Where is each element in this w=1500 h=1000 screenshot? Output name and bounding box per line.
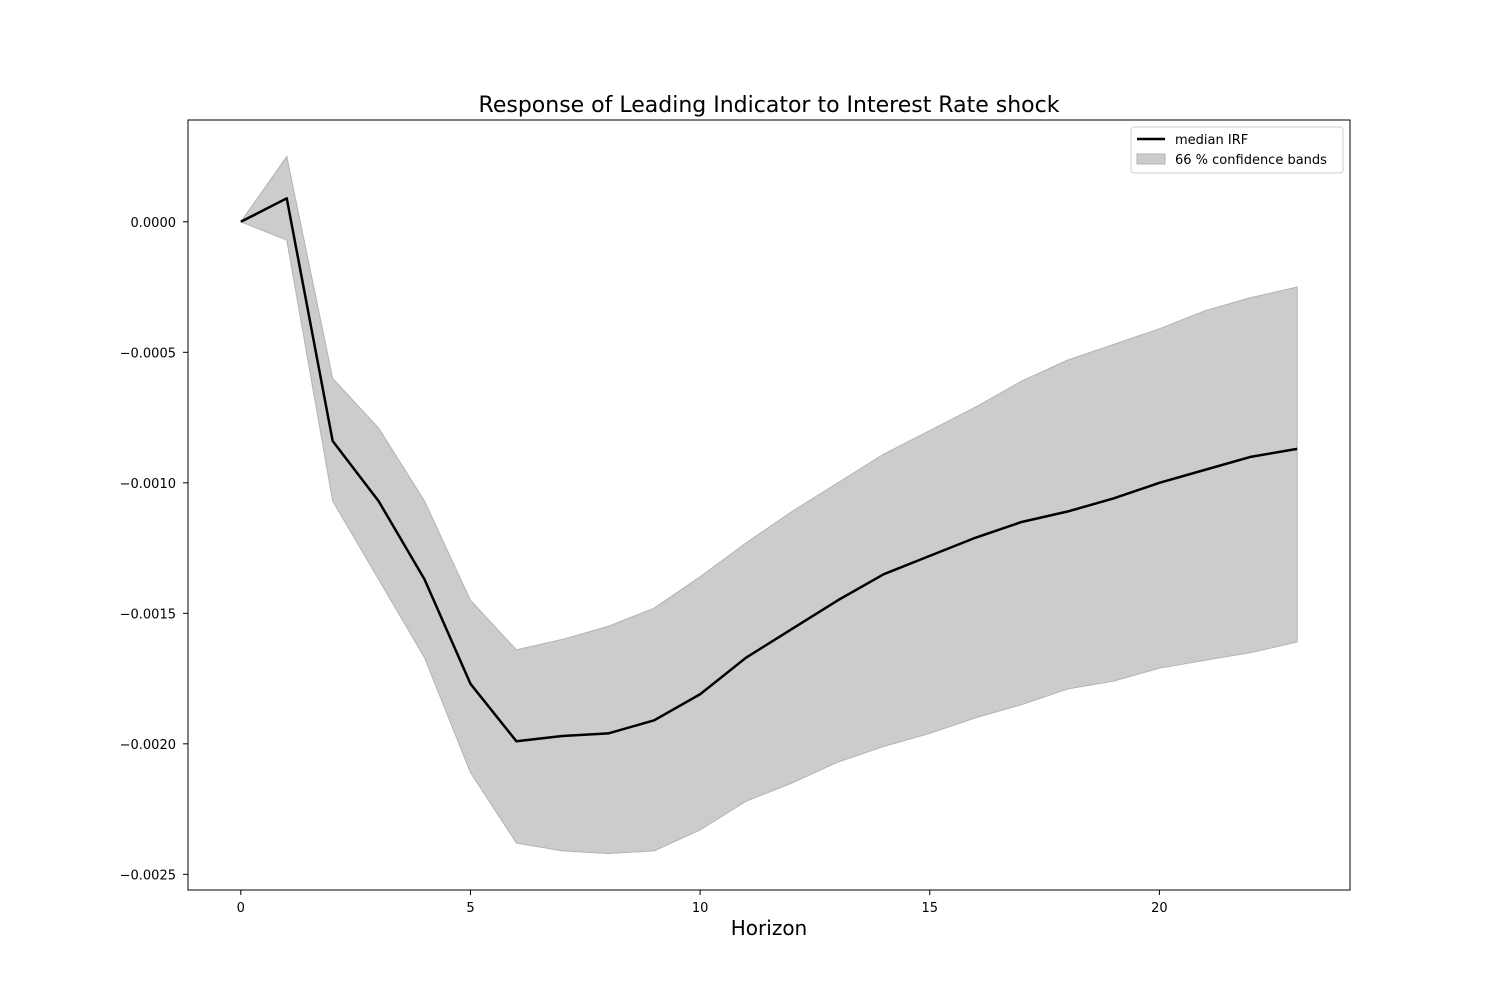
y-tick-label: −0.0020 xyxy=(120,738,176,753)
legend-band-swatch xyxy=(1136,153,1166,165)
x-tick-label: 20 xyxy=(1151,901,1168,916)
plot-frame xyxy=(187,119,1351,891)
y-tick-label: −0.0010 xyxy=(120,477,176,492)
y-tick-label: −0.0015 xyxy=(120,607,176,622)
confidence-band xyxy=(240,155,1298,854)
x-tick-label: 15 xyxy=(921,901,938,916)
x-tick-label: 0 xyxy=(237,901,245,916)
x-axis-label: Horizon xyxy=(731,916,807,940)
legend-label-median: median IRF xyxy=(1175,133,1248,148)
y-tick-label: 0.0000 xyxy=(131,216,177,231)
median-irf-line xyxy=(240,197,1298,743)
x-tick-label: 5 xyxy=(466,901,474,916)
chart-title: Response of Leading Indicator to Interes… xyxy=(479,93,1060,118)
plot-area: 0 5 10 15 20 0.0000 −0.0005 −0.0010 −0.0015 −0.00… xyxy=(120,119,1351,916)
y-tick-label: −0.0005 xyxy=(120,346,176,361)
y-tick-label: −0.0025 xyxy=(120,868,176,883)
legend-box xyxy=(1130,126,1344,174)
legend-label-band: 66 % confidence bands xyxy=(1175,153,1327,168)
x-tick-label: 10 xyxy=(692,901,709,916)
